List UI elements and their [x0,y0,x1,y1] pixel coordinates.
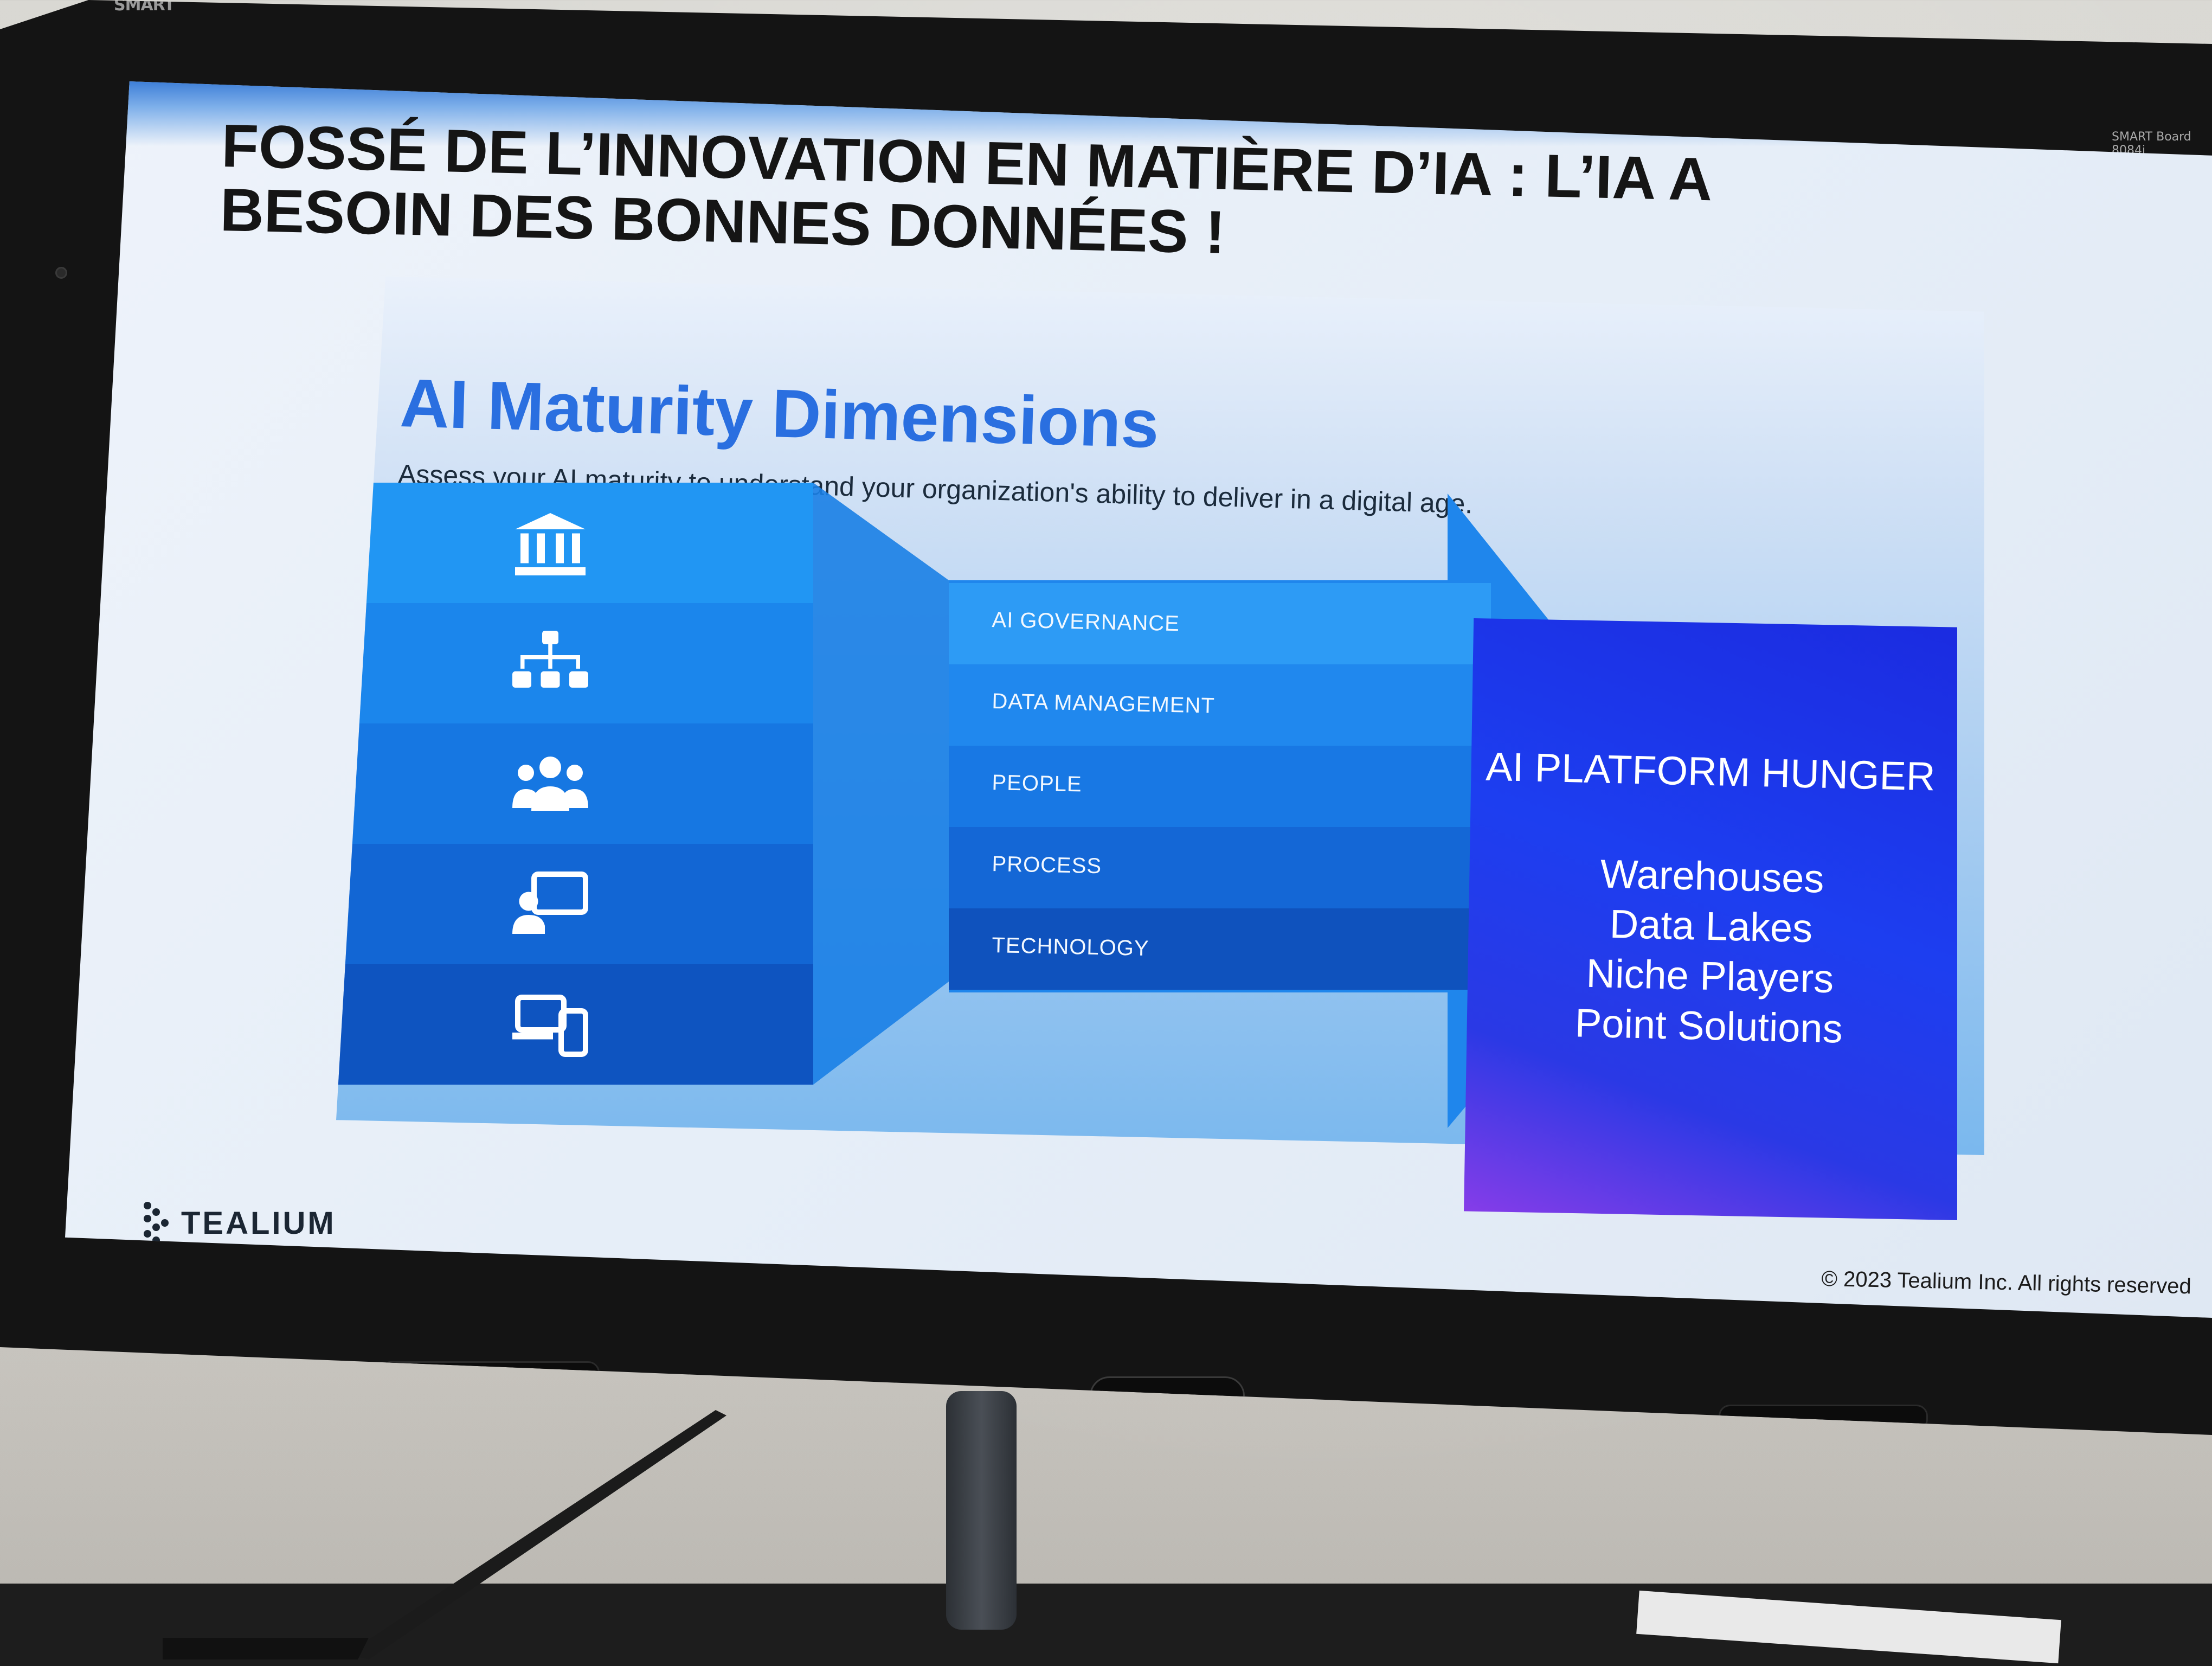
people-group-icon [512,757,588,811]
logo-text: TEALIUM [181,1205,336,1241]
layer-ai-governance: AI GOVERNANCE [949,583,1491,664]
hunger-box-list: Warehouses Data Lakes Niche Players Poin… [1464,846,1957,1057]
copyright-text: © 2023 Tealium Inc. All rights reserved [1821,1267,2192,1299]
layer-label: TECHNOLOGY [992,933,1149,961]
camera-dot-icon [55,267,67,279]
block-row-governance [336,483,813,603]
smart-board-display: SMART SMART Board 8084i FOSSÉ DE L’INNOV… [0,0,2212,1435]
presentation-user-icon [512,872,588,934]
block-row-technology [336,964,813,1085]
tv-brand-label: SMART [114,0,175,15]
tealium-logo: TEALIUM [141,1199,336,1247]
block-row-process [336,844,813,964]
layer-process: PROCESS [949,827,1491,908]
speaker-device [946,1391,1017,1630]
layer-label: AI GOVERNANCE [992,608,1180,636]
connector-shape [813,483,949,1085]
layer-label: DATA MANAGEMENT [992,689,1216,718]
org-chart-icon [512,631,588,688]
bank-building-icon [515,513,586,575]
hunger-box-title: AI PLATFORM HUNGER [1485,744,1936,799]
laptop-device [163,1410,726,1659]
layer-label: PEOPLE [992,771,1083,797]
layer-people: PEOPLE [949,746,1491,827]
ai-platform-hunger-box: AI PLATFORM HUNGER Warehouses Data Lakes… [1464,618,1957,1220]
presentation-slide: FOSSÉ DE L’INNOVATION EN MATIÈRE D’IA : … [65,81,2212,1318]
layer-technology: TECHNOLOGY [949,908,1491,990]
devices-icon [512,995,588,1057]
layer-data-management: DATA MANAGEMENT [949,664,1491,746]
layer-label: PROCESS [992,852,1102,879]
tealium-logo-icon [144,1202,169,1244]
tv-model-label: SMART Board 8084i [2112,130,2191,157]
block-row-data-management [336,603,813,723]
block-row-people [336,723,813,844]
hunger-item: Point Solutions [1574,1000,1843,1052]
